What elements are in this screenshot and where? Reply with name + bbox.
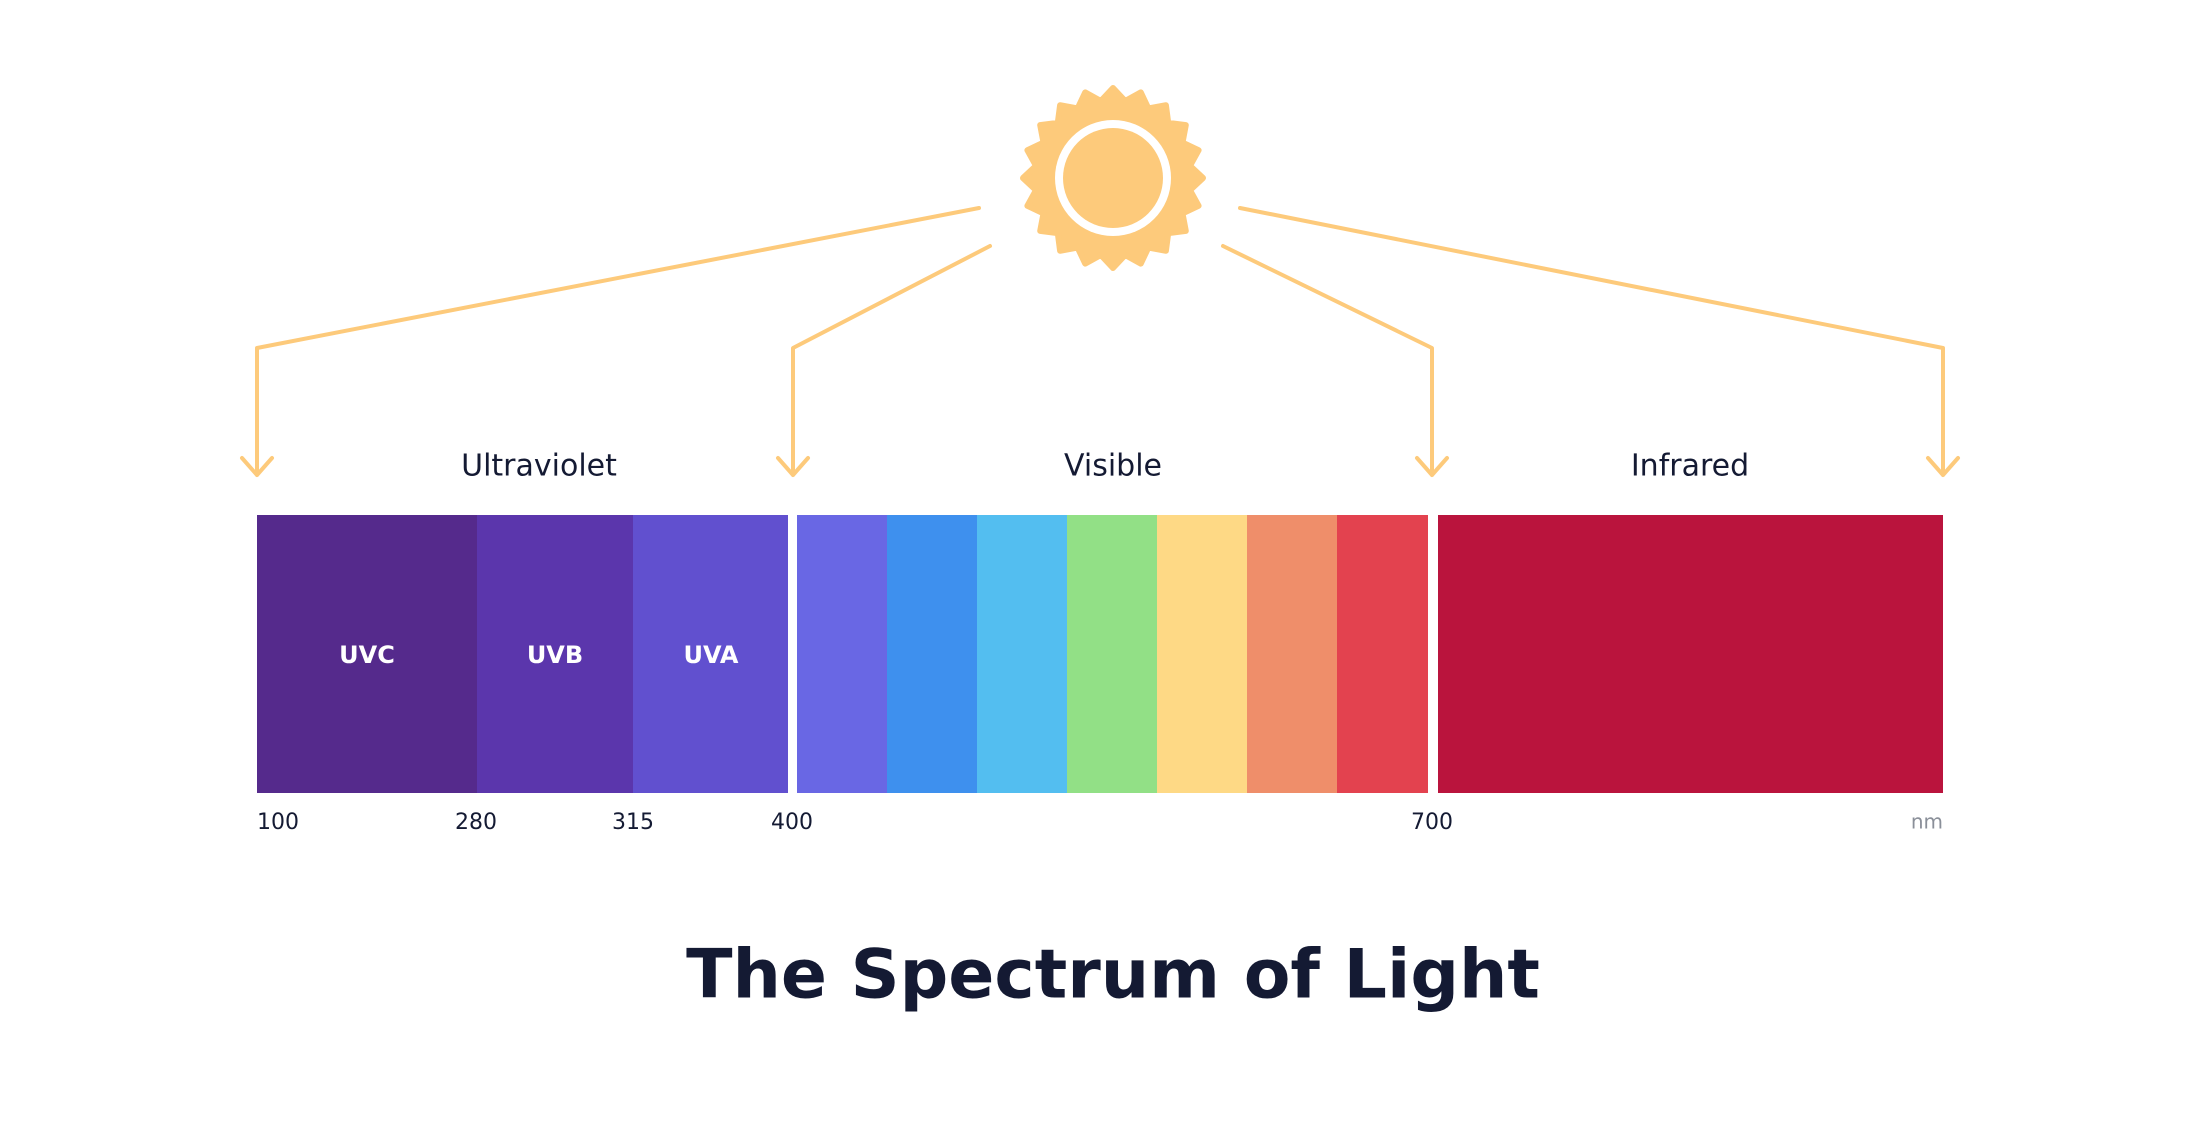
unit-label: nm [1911, 810, 1943, 834]
sun-icon [1020, 85, 1206, 271]
arrow [1221, 244, 1449, 477]
tick-label: 100 [257, 810, 299, 835]
infrared-band [1438, 515, 1943, 793]
tick-label: 315 [612, 810, 654, 835]
visible-band [887, 515, 978, 793]
band-label: UVA [683, 641, 738, 669]
band-label: UVC [339, 641, 395, 669]
tick-label: 280 [455, 810, 497, 835]
arrow [776, 244, 992, 477]
section-label: Visible [1064, 449, 1162, 484]
section-label: Infrared [1631, 449, 1749, 484]
visible-band [1337, 515, 1428, 793]
arrow [1238, 206, 1960, 477]
sun-part [1063, 128, 1163, 228]
visible-band [1067, 515, 1158, 793]
visible-band [1157, 515, 1248, 793]
uva-band [633, 515, 788, 793]
visible-band [1247, 515, 1338, 793]
uvc-band [257, 515, 477, 793]
visible-band [797, 515, 888, 793]
section-label: Ultraviolet [461, 449, 617, 484]
tick-label: 400 [771, 810, 813, 835]
title: The Spectrum of Light [686, 936, 1540, 1015]
uvb-band [477, 515, 633, 793]
tick-label: 700 [1411, 810, 1453, 835]
band-label: UVB [527, 641, 583, 669]
arrow [240, 206, 981, 477]
visible-band [977, 515, 1068, 793]
